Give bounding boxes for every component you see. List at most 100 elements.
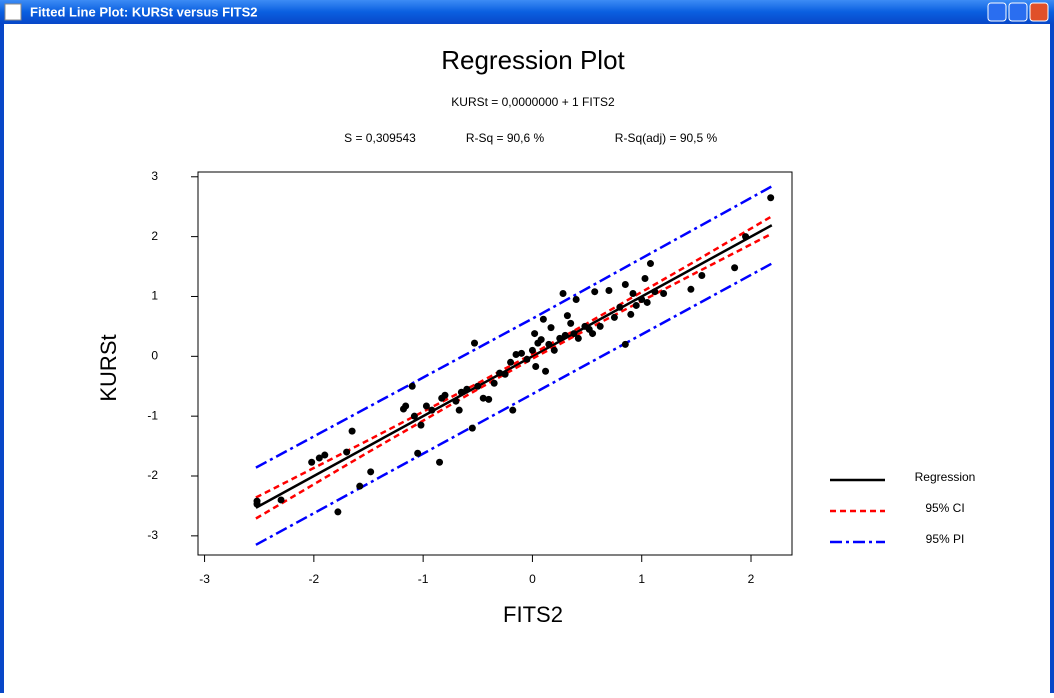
point [334,508,342,516]
point [629,289,637,297]
point [422,402,430,410]
point [417,421,425,429]
point [414,449,422,457]
point [410,412,418,420]
fit-line [255,232,773,520]
point [537,336,545,344]
point [253,500,261,508]
maximize-button[interactable] [1008,2,1028,22]
point [550,346,558,354]
point [621,281,629,289]
point [742,233,750,241]
point [660,289,668,297]
legend-label: Regression [915,470,976,484]
point [556,334,564,342]
point [436,458,444,466]
point [559,289,567,297]
legend-label: 95% PI [926,532,965,546]
close-button[interactable] [1029,2,1049,22]
point [547,324,555,332]
point [610,313,618,321]
y-tick-label: -1 [147,408,158,422]
point [591,288,599,296]
fit-line [255,224,773,509]
point [428,406,436,414]
point [589,330,597,338]
x-axis-label: FITS2 [503,602,563,627]
point [501,370,509,378]
point [567,319,575,327]
y-tick-label: 2 [151,229,158,243]
chart-title: Regression Plot [441,45,625,75]
point [532,362,540,370]
point [698,272,706,280]
point [474,382,482,390]
point [531,330,539,338]
point [402,402,410,410]
point [528,346,536,354]
point [570,330,578,338]
point [356,482,364,490]
x-tick-label: -2 [309,572,320,586]
point [457,388,465,396]
point [605,286,613,294]
point [563,312,571,320]
window-title: Fitted Line Plot: KURSt versus FITS2 [30,4,258,19]
title-bar [0,0,1054,24]
x-tick-label: 1 [638,572,645,586]
x-tick-label: 2 [748,572,755,586]
point [455,406,463,414]
point [643,298,651,306]
minimize-button[interactable] [987,2,1007,22]
point [731,264,739,272]
point [574,334,582,342]
point [638,295,646,303]
point [441,391,449,399]
point [545,340,553,348]
y-axis-label: KURSt [96,334,121,401]
point [490,379,498,387]
stat: R-Sq(adj) = 90,5 % [615,131,718,145]
stat: R-Sq = 90,6 % [466,131,545,145]
y-tick-label: -3 [147,528,158,542]
window-frame [0,24,4,693]
point [632,301,640,309]
fit-line [255,215,773,499]
x-tick-label: -3 [199,572,210,586]
stat: S = 0,309543 [344,131,416,145]
point [518,349,526,357]
point [507,358,515,366]
point [463,385,471,393]
point [651,288,659,296]
point [496,369,504,377]
point [315,454,323,462]
point [471,339,479,347]
point [523,355,531,363]
point [277,496,285,504]
point [485,395,493,403]
point [479,394,487,402]
point [641,275,649,283]
point [452,397,460,405]
point [687,285,695,293]
point [596,322,604,330]
point [321,451,329,459]
point [572,295,580,303]
point [539,315,547,323]
point [512,351,520,359]
x-tick-label: 0 [529,572,536,586]
point [561,331,569,339]
equation: KURSt = 0,0000000 + 1 FITS2 [451,95,615,109]
point [621,340,629,348]
point [646,260,654,268]
point [616,303,624,311]
point [509,406,517,414]
y-tick-label: 3 [151,169,158,183]
point [408,382,416,390]
point [367,468,375,476]
window-frame [1050,24,1054,693]
y-tick-label: -2 [147,468,158,482]
point [348,427,356,435]
legend-label: 95% CI [925,501,964,515]
